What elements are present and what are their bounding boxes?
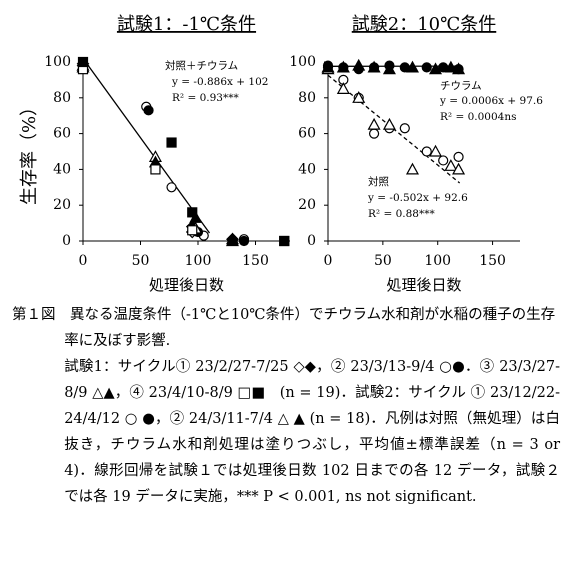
marker [238,235,250,247]
marker [444,60,458,73]
x-axis-label: 処理後日数 [149,276,224,294]
marker [225,234,240,247]
marker [166,182,177,193]
marker [405,60,419,73]
x-axis-label: 処理後日数 [386,276,461,294]
marker [453,151,464,162]
x-tick-label: 100 [185,253,212,269]
marker [367,117,381,130]
marker [321,60,335,73]
x-tick-label: 100 [424,253,451,269]
marker [382,117,396,130]
marker [279,235,290,247]
marker [368,128,380,139]
annotation: y = -0.886x + 102 [171,76,268,88]
y-tick-label: 60 [298,126,316,142]
marker [336,82,350,94]
chart-title: 試験1：-1℃条件 [117,14,256,35]
marker [166,137,177,148]
caption-body: 試験1：サイクル① 23/2/27-7/25 ◇◆，② 23/3/13-9/4 … [64,359,560,505]
y-axis-label: 生存率（%） [19,98,40,205]
marker [382,62,396,75]
y-tick-label: 0 [62,233,71,249]
annotation: 対照 [368,175,389,188]
x-tick-label: 50 [132,253,150,269]
y-tick-label: 80 [298,90,316,106]
marker [429,144,443,157]
y-tick-label: 80 [53,90,71,106]
annotation: R² = 0.93*** [172,92,239,104]
y-tick-label: 40 [298,161,316,177]
y-tick-label: 100 [44,54,71,70]
marker [143,105,154,116]
y-tick-label: 40 [53,161,71,177]
marker [444,159,458,171]
y-tick-label: 60 [53,126,71,142]
trend-line [82,58,211,234]
marker [77,56,89,68]
y-tick-label: 100 [289,54,316,70]
x-tick-label: 150 [479,253,506,269]
marker [336,60,350,73]
annotation: チウラム [440,80,482,92]
y-tick-label: 0 [307,233,316,249]
x-tick-label: 150 [242,253,269,269]
marker [187,207,198,218]
marker [399,123,410,134]
x-tick-label: 0 [324,253,333,269]
annotation: y = 0.0006x + 97.6 [439,95,543,107]
marker [367,60,381,73]
y-tick-label: 20 [298,197,316,213]
marker [452,62,466,75]
annotation: R² = 0.0004ns [440,111,516,123]
marker [421,146,432,157]
annotation: 対照＋チウラム [165,59,238,72]
marker [405,162,419,175]
marker [187,225,198,236]
x-tick-label: 50 [374,253,392,269]
annotation: y = -0.502x + 92.6 [367,192,468,204]
chart-title: 試験2：10℃条件 [352,14,497,35]
annotation: R² = 0.88*** [368,208,435,220]
marker [429,62,443,75]
caption-title: 第１図 異なる温度条件（-1℃と10℃条件）でチウラム水和剤が水稲の種子の生存率… [12,307,556,349]
marker [421,62,432,73]
marker [352,91,366,103]
marker [438,155,449,166]
y-tick-label: 20 [53,197,71,213]
marker [352,58,366,71]
marker [150,164,161,175]
marker [452,162,466,175]
x-tick-label: 0 [79,253,88,269]
caption: 第１図 異なる温度条件（-1℃と10℃条件）でチウラム水和剤が水稲の種子の生存率… [12,302,560,510]
